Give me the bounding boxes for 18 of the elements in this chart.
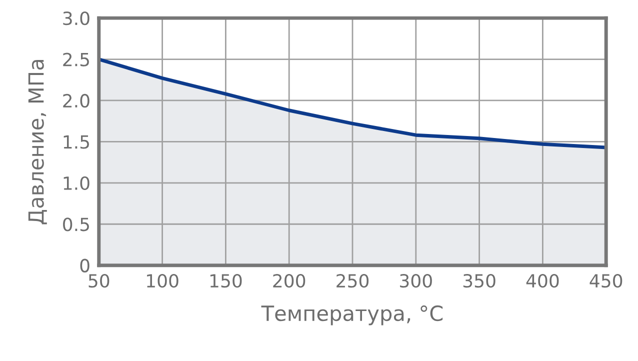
x-tick-label: 200 xyxy=(273,274,306,288)
y-tick-label: 2.0 xyxy=(63,94,90,108)
x-tick-label: 300 xyxy=(400,274,432,288)
x-tick-label: 100 xyxy=(147,274,178,288)
y-tick-label: 0.5 xyxy=(63,218,89,232)
y-tick-label: 1.0 xyxy=(64,176,90,190)
x-tick-label: 350 xyxy=(463,274,496,288)
y-tick-label: 0 xyxy=(80,258,90,272)
x-axis-title: Температура, °C xyxy=(261,305,443,326)
y-tick-label: 3.0 xyxy=(63,12,90,26)
x-tick-label: 150 xyxy=(210,274,242,288)
x-tick-label: 400 xyxy=(526,274,559,288)
y-tick-label: 1.5 xyxy=(64,135,89,149)
y-axis-title: Давление, МПа xyxy=(28,60,47,224)
x-tick-label: 50 xyxy=(88,274,110,288)
x-tick-label: 450 xyxy=(590,274,622,288)
x-tick-label: 250 xyxy=(336,274,369,288)
y-tick-label: 2.5 xyxy=(63,52,89,66)
